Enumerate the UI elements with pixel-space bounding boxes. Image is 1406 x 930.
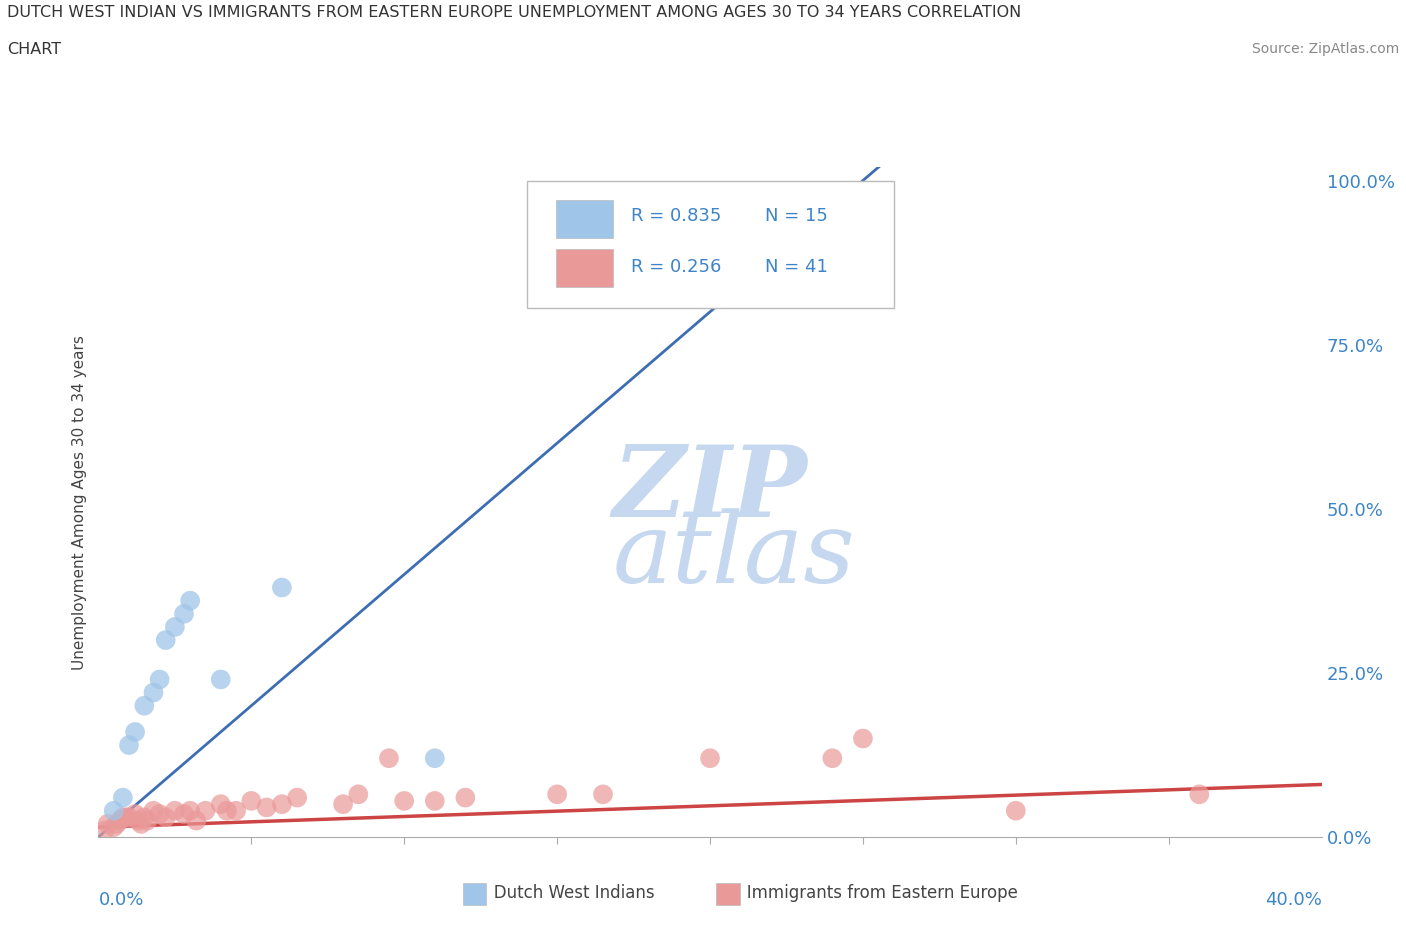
Text: N = 41: N = 41 <box>765 258 828 275</box>
Point <box>332 797 354 812</box>
Point <box>179 804 201 818</box>
Point <box>699 751 721 765</box>
Point <box>103 819 125 834</box>
Text: CHART: CHART <box>7 42 60 57</box>
Point <box>173 806 195 821</box>
Point <box>142 685 165 700</box>
Point <box>115 810 138 825</box>
Point <box>1188 787 1211 802</box>
Point <box>347 787 370 802</box>
Point <box>225 804 247 818</box>
Text: 40.0%: 40.0% <box>1265 891 1322 909</box>
Point <box>93 823 115 838</box>
Point <box>186 813 208 828</box>
Point <box>142 804 165 818</box>
Point <box>155 810 177 825</box>
Point <box>103 804 125 818</box>
Point <box>215 804 238 818</box>
Point <box>546 787 568 802</box>
Point <box>454 790 477 805</box>
Text: R = 0.835: R = 0.835 <box>630 206 721 225</box>
Point <box>194 804 217 818</box>
Point <box>270 797 292 812</box>
Text: 0.0%: 0.0% <box>98 891 143 909</box>
Point <box>155 632 177 647</box>
Point <box>118 810 141 825</box>
Point <box>97 817 120 831</box>
Point <box>118 737 141 752</box>
Point <box>423 793 446 808</box>
Point <box>285 790 308 805</box>
Point <box>209 797 232 812</box>
Point <box>423 751 446 765</box>
Text: ZIP: ZIP <box>612 441 807 537</box>
Point <box>129 817 152 831</box>
FancyBboxPatch shape <box>555 249 613 287</box>
Point <box>270 580 292 595</box>
Point <box>173 606 195 621</box>
Point <box>127 813 149 828</box>
FancyBboxPatch shape <box>526 180 894 308</box>
Point <box>240 793 263 808</box>
Point <box>256 800 278 815</box>
Point <box>378 751 401 765</box>
Point <box>111 810 134 825</box>
Text: Immigrants from Eastern Europe: Immigrants from Eastern Europe <box>731 884 1018 902</box>
Text: N = 15: N = 15 <box>765 206 828 225</box>
Text: DUTCH WEST INDIAN VS IMMIGRANTS FROM EASTERN EUROPE UNEMPLOYMENT AMONG AGES 30 T: DUTCH WEST INDIAN VS IMMIGRANTS FROM EAS… <box>7 5 1021 20</box>
Point <box>149 806 172 821</box>
Point <box>124 724 146 739</box>
Text: Dutch West Indians: Dutch West Indians <box>478 884 655 902</box>
Point <box>111 790 134 805</box>
Point <box>163 619 186 634</box>
Point <box>134 810 156 825</box>
Point <box>105 817 128 831</box>
Text: Source: ZipAtlas.com: Source: ZipAtlas.com <box>1251 42 1399 56</box>
Text: atlas: atlas <box>612 508 855 604</box>
Point <box>134 698 156 713</box>
Point <box>163 804 186 818</box>
Point <box>392 793 416 808</box>
Point <box>607 199 630 214</box>
Point <box>852 731 875 746</box>
Point <box>1004 804 1026 818</box>
Point <box>821 751 844 765</box>
Point <box>592 787 614 802</box>
Point <box>108 813 131 828</box>
Text: R = 0.256: R = 0.256 <box>630 258 721 275</box>
Point <box>179 593 201 608</box>
Point <box>136 813 159 828</box>
Point <box>124 806 146 821</box>
Y-axis label: Unemployment Among Ages 30 to 34 years: Unemployment Among Ages 30 to 34 years <box>72 335 87 670</box>
FancyBboxPatch shape <box>555 200 613 238</box>
Point <box>209 672 232 687</box>
Point <box>149 672 172 687</box>
